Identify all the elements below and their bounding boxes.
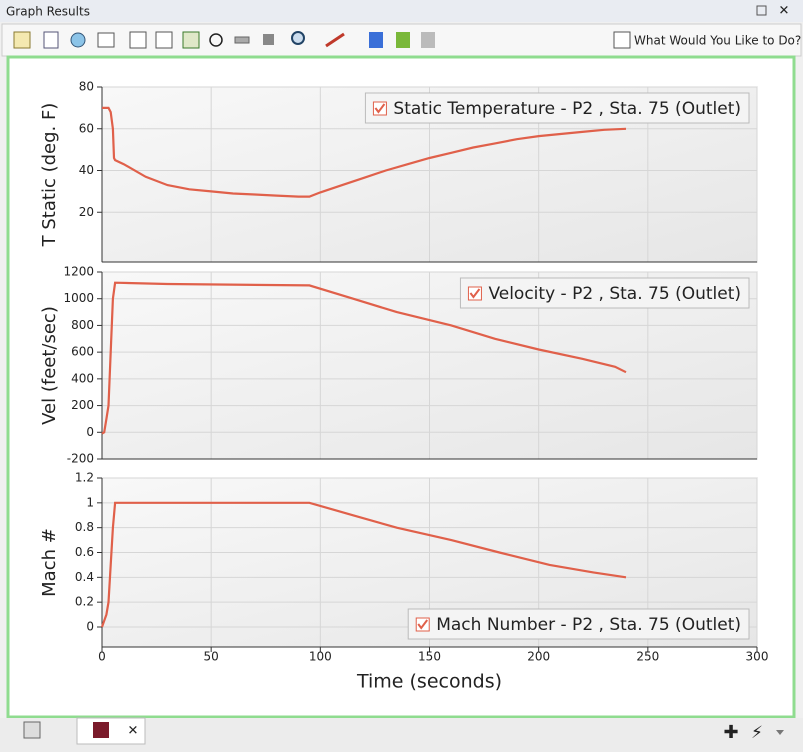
graph-tab-icon bbox=[93, 722, 109, 738]
legend: Mach Number - P2 , Sta. 75 (Outlet) bbox=[407, 608, 750, 640]
y-tick-label: -200 bbox=[67, 452, 94, 466]
x-tick-label: 250 bbox=[636, 650, 659, 664]
add-button[interactable]: ✚ bbox=[723, 722, 738, 743]
legend-box bbox=[407, 608, 750, 640]
close-button[interactable]: ✕ bbox=[779, 4, 790, 19]
y-axis-label: T Static (deg. F) bbox=[39, 103, 60, 248]
y-tick-label: 1200 bbox=[63, 265, 94, 279]
legend-box bbox=[459, 277, 750, 309]
x-tick-label: 50 bbox=[204, 650, 219, 664]
graph-tab[interactable] bbox=[76, 717, 146, 745]
y-tick-label: 20 bbox=[79, 205, 94, 219]
legend: Static Temperature - P2 , Sta. 75 (Outle… bbox=[364, 92, 750, 124]
y-tick-label: 400 bbox=[71, 371, 94, 385]
y-tick-label: 200 bbox=[71, 398, 94, 412]
x-tick-label: 0 bbox=[98, 650, 106, 664]
tab-icon[interactable] bbox=[23, 721, 41, 739]
y-tick-label: 40 bbox=[79, 163, 94, 177]
window-title: Graph Results bbox=[6, 5, 90, 19]
y-axis-label: Vel (feet/sec) bbox=[39, 306, 60, 425]
legend-check bbox=[374, 103, 386, 114]
y-tick-label: 0.8 bbox=[75, 520, 94, 534]
y-tick-label: 0 bbox=[86, 620, 94, 634]
y-tick-label: 1.2 bbox=[75, 471, 94, 485]
legend-label: Mach Number - P2 , Sta. 75 (Outlet) bbox=[436, 615, 741, 635]
x-tick-label: 100 bbox=[309, 650, 332, 664]
toolbar-icons[interactable] bbox=[13, 31, 631, 49]
help-link[interactable]: What Would You Like to Do? bbox=[634, 34, 801, 48]
tab-close[interactable]: ✕ bbox=[128, 724, 139, 739]
y-tick-label: 800 bbox=[71, 318, 94, 332]
data-line bbox=[100, 501, 627, 628]
data-line bbox=[102, 106, 627, 198]
y-tick-label: 0.6 bbox=[75, 545, 94, 559]
legend-check bbox=[417, 619, 429, 630]
y-tick-label: 0.4 bbox=[75, 570, 94, 584]
title-bar bbox=[0, 0, 803, 22]
x-tick-label: 200 bbox=[527, 650, 550, 664]
y-tick-label: 0.2 bbox=[75, 595, 94, 609]
data-line bbox=[101, 281, 627, 435]
restore-button[interactable] bbox=[756, 5, 767, 16]
x-tick-label: 300 bbox=[746, 650, 769, 664]
legend: Velocity - P2 , Sta. 75 (Outlet) bbox=[459, 277, 750, 309]
y-axis-label: Mach # bbox=[39, 528, 60, 597]
y-tick-label: 80 bbox=[79, 80, 94, 94]
x-tick-label: 150 bbox=[418, 650, 441, 664]
y-tick-label: 1 bbox=[86, 495, 94, 509]
x-axis-label: Time (seconds) bbox=[356, 671, 502, 693]
y-tick-label: 600 bbox=[71, 345, 94, 359]
legend-label: Velocity - P2 , Sta. 75 (Outlet) bbox=[488, 284, 741, 304]
legend-box bbox=[364, 92, 750, 124]
legend-check bbox=[469, 288, 481, 299]
y-tick-label: 0 bbox=[86, 425, 94, 439]
y-tick-label: 1000 bbox=[63, 291, 94, 305]
y-tick-label: 60 bbox=[79, 121, 94, 135]
lightning-button[interactable]: ⚡ bbox=[751, 723, 763, 743]
dropdown-arrow[interactable] bbox=[776, 730, 784, 735]
legend-label: Static Temperature - P2 , Sta. 75 (Outle… bbox=[393, 99, 741, 119]
